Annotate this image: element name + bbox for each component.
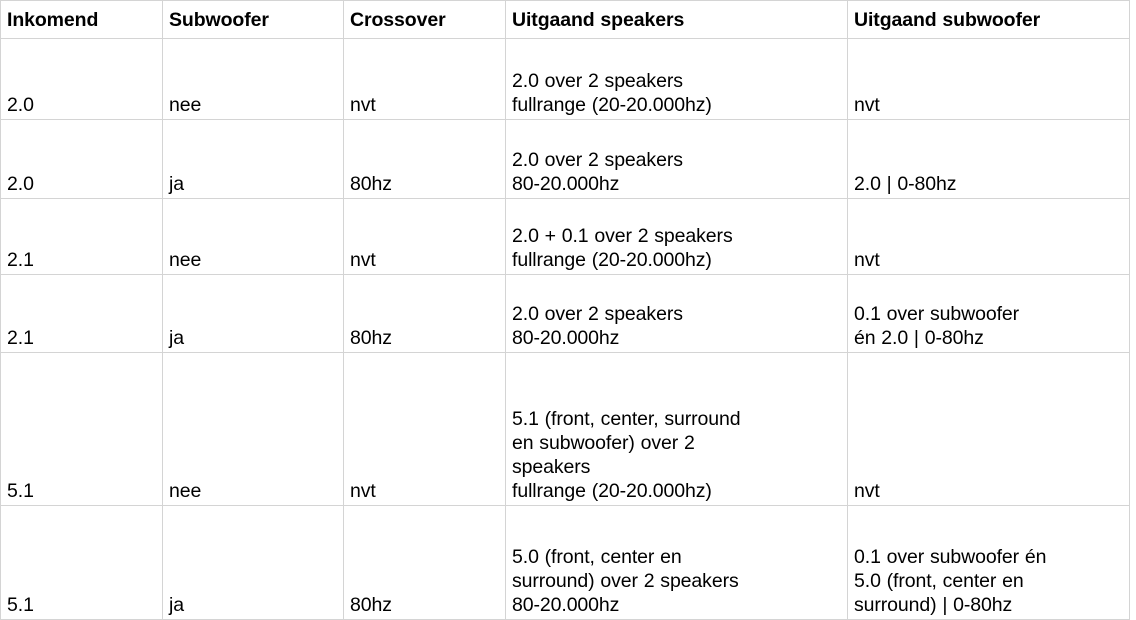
cell-uitgaand-subwoofer[interactable]: nvt <box>847 38 1130 120</box>
cell-crossover[interactable]: 80hz <box>343 119 506 199</box>
cell-crossover[interactable]: 80hz <box>343 274 506 353</box>
cell-subwoofer[interactable]: ja <box>162 505 344 620</box>
cell-subwoofer[interactable]: ja <box>162 274 344 353</box>
cell-crossover[interactable]: 80hz <box>343 505 506 620</box>
column-header-uitgaand-subwoofer[interactable]: Uitgaand subwoofer <box>847 0 1130 39</box>
table-header: Inkomend Subwoofer Crossover Uitgaand sp… <box>0 0 1130 39</box>
cell-uitgaand-subwoofer[interactable]: nvt <box>847 198 1130 275</box>
cell-uitgaand-speakers[interactable]: 2.0 over 2 speakers fullrange (20-20.000… <box>505 38 848 120</box>
cell-inkomend[interactable]: 5.1 <box>0 505 163 620</box>
cell-uitgaand-subwoofer[interactable]: nvt <box>847 352 1130 506</box>
cell-subwoofer[interactable]: nee <box>162 352 344 506</box>
column-header-inkomend[interactable]: Inkomend <box>0 0 163 39</box>
column-header-subwoofer[interactable]: Subwoofer <box>162 0 344 39</box>
table-row: 2.0 nee nvt 2.0 over 2 speakers fullrang… <box>0 38 1130 120</box>
cell-uitgaand-subwoofer[interactable]: 2.0 | 0-80hz <box>847 119 1130 199</box>
cell-uitgaand-speakers[interactable]: 2.0 + 0.1 over 2 speakers fullrange (20-… <box>505 198 848 275</box>
table-row: 2.1 nee nvt 2.0 + 0.1 over 2 speakers fu… <box>0 198 1130 275</box>
cell-uitgaand-subwoofer[interactable]: 0.1 over subwoofer én 5.0 (front, center… <box>847 505 1130 620</box>
cell-subwoofer[interactable]: nee <box>162 198 344 275</box>
table-body: 2.0 nee nvt 2.0 over 2 speakers fullrang… <box>0 38 1130 620</box>
cell-uitgaand-speakers[interactable]: 5.1 (front, center, surround en subwoofe… <box>505 352 848 506</box>
cell-uitgaand-speakers[interactable]: 2.0 over 2 speakers 80-20.000hz <box>505 274 848 353</box>
column-header-uitgaand-speakers[interactable]: Uitgaand speakers <box>505 0 848 39</box>
table-row: 5.1 nee nvt 5.1 (front, center, surround… <box>0 352 1130 506</box>
cell-inkomend[interactable]: 2.1 <box>0 198 163 275</box>
cell-crossover[interactable]: nvt <box>343 352 506 506</box>
table-row: 2.1 ja 80hz 2.0 over 2 speakers 80-20.00… <box>0 274 1130 353</box>
cell-uitgaand-speakers[interactable]: 2.0 over 2 speakers 80-20.000hz <box>505 119 848 199</box>
cell-uitgaand-subwoofer[interactable]: 0.1 over subwoofer én 2.0 | 0-80hz <box>847 274 1130 353</box>
cell-inkomend[interactable]: 2.0 <box>0 38 163 120</box>
cell-subwoofer[interactable]: ja <box>162 119 344 199</box>
table-row: 5.1 ja 80hz 5.0 (front, center en surrou… <box>0 505 1130 620</box>
table-row: 2.0 ja 80hz 2.0 over 2 speakers 80-20.00… <box>0 119 1130 199</box>
table-header-row: Inkomend Subwoofer Crossover Uitgaand sp… <box>0 0 1130 39</box>
cell-inkomend[interactable]: 5.1 <box>0 352 163 506</box>
cell-crossover[interactable]: nvt <box>343 38 506 120</box>
cell-uitgaand-speakers[interactable]: 5.0 (front, center en surround) over 2 s… <box>505 505 848 620</box>
cell-inkomend[interactable]: 2.1 <box>0 274 163 353</box>
cell-crossover[interactable]: nvt <box>343 198 506 275</box>
column-header-crossover[interactable]: Crossover <box>343 0 506 39</box>
cell-subwoofer[interactable]: nee <box>162 38 344 120</box>
cell-inkomend[interactable]: 2.0 <box>0 119 163 199</box>
